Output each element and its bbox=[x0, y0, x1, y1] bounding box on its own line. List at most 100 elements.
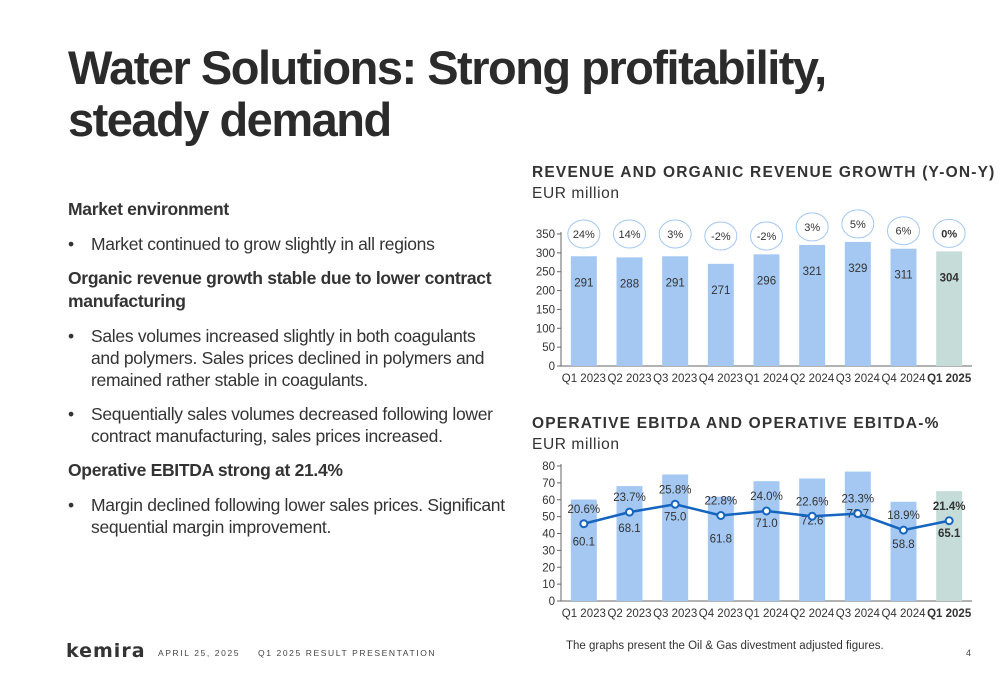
bullet-item: • Margin declined following lower sales p… bbox=[68, 495, 505, 537]
x-tick-label: Q2 2024 bbox=[790, 373, 835, 385]
ebitda-margin-label: 22.8% bbox=[705, 496, 738, 508]
ebitda-bar bbox=[570, 499, 597, 601]
growth-circle bbox=[841, 209, 875, 239]
ebitda-margin-point bbox=[716, 511, 726, 520]
bullet-list-ebitda: • Margin declined following lower sales p… bbox=[68, 494, 508, 538]
y-tick-label: 50 bbox=[542, 512, 555, 524]
y-tick-label: 30 bbox=[542, 545, 555, 557]
revenue-value-label: 291 bbox=[666, 277, 685, 289]
footer-date: APRIL 25, 2025 bbox=[158, 648, 241, 658]
section-heading-market: Market environment bbox=[68, 199, 229, 219]
x-tick-label: Q3 2024 bbox=[836, 373, 881, 385]
y-tick-label: 50 bbox=[542, 342, 555, 354]
growth-label: -2% bbox=[757, 231, 777, 243]
bullet-dot-icon: • bbox=[68, 234, 74, 254]
section-heading-ebitda: Operative EBITDA strong at 21.4% bbox=[68, 460, 343, 480]
x-tick-label: Q1 2025 bbox=[927, 608, 972, 620]
page-number: 4 bbox=[966, 648, 972, 658]
ebitda-value-label: 68.1 bbox=[618, 523, 640, 535]
y-tick-label: 60 bbox=[542, 495, 555, 507]
kemira-logo: kemira bbox=[66, 640, 146, 662]
x-tick-label: Q1 2023 bbox=[562, 608, 606, 620]
x-tick-label: Q3 2023 bbox=[653, 608, 697, 620]
growth-label: 24% bbox=[573, 229, 595, 241]
y-tick-label: 40 bbox=[542, 529, 555, 541]
ebitda-margin-label: 21.4% bbox=[933, 501, 966, 513]
revenue-value-label: 291 bbox=[574, 277, 593, 289]
revenue-value-label: 271 bbox=[711, 285, 730, 297]
bullet-dot-icon: • bbox=[68, 495, 74, 515]
x-tick-label: Q1 2023 bbox=[562, 373, 606, 385]
revenue-bar bbox=[799, 244, 826, 366]
ebitda-margin-label: 22.6% bbox=[796, 496, 829, 508]
revenue-value-label: 304 bbox=[940, 272, 960, 284]
y-tick-label: 20 bbox=[542, 562, 555, 574]
y-tick-label: 0 bbox=[549, 596, 555, 608]
growth-circle bbox=[750, 221, 783, 251]
revenue-value-label: 329 bbox=[848, 263, 867, 275]
x-tick-label: Q2 2024 bbox=[790, 608, 835, 620]
commentary-column: Market environment • Market continued to … bbox=[68, 198, 508, 550]
growth-circle bbox=[704, 221, 738, 251]
ebitda-margin-label: 25.8% bbox=[659, 484, 692, 496]
chart-footnote: The graphs present the Oil & Gas divestm… bbox=[566, 640, 884, 652]
ebitda-margin-point bbox=[853, 509, 863, 519]
y-tick-label: 80 bbox=[542, 461, 555, 473]
revenue-value-label: 288 bbox=[620, 278, 639, 290]
ebitda-margin-point bbox=[807, 511, 817, 521]
ebitda-margin-point bbox=[579, 519, 589, 529]
footer-presentation-name: Q1 2025 RESULT PRESENTATION bbox=[258, 648, 437, 658]
growth-circle bbox=[795, 212, 829, 242]
revenue-chart-heading: REVENUE AND ORGANIC REVENUE GROWTH (Y-ON… bbox=[532, 164, 996, 181]
revenue-bar bbox=[936, 251, 963, 366]
ebitda-value-label: 65.1 bbox=[938, 528, 961, 540]
ebitda-value-label: 75.0 bbox=[664, 511, 686, 523]
x-tick-label: Q2 2023 bbox=[607, 373, 651, 385]
growth-circle bbox=[658, 219, 692, 249]
revenue-chart-unit: EUR million bbox=[532, 185, 620, 202]
ebitda-bar bbox=[890, 501, 917, 601]
revenue-bar bbox=[753, 254, 780, 366]
revenue-bar bbox=[616, 257, 643, 366]
ebitda-value-label: 60.1 bbox=[573, 537, 595, 549]
y-tick-label: 0 bbox=[549, 361, 555, 373]
revenue-bar bbox=[844, 241, 871, 366]
ebitda-margin-point bbox=[670, 499, 680, 509]
ebitda-bar bbox=[662, 474, 689, 601]
ebitda-margin-label: 23.7% bbox=[613, 492, 646, 504]
growth-circle bbox=[932, 218, 966, 248]
ebitda-margin-label: 23.3% bbox=[842, 494, 875, 506]
bullet-item: • Sales volumes increased slightly in bot… bbox=[68, 326, 485, 390]
revenue-bar bbox=[662, 256, 689, 366]
x-tick-label: Q1 2025 bbox=[927, 373, 972, 385]
y-tick-label: 70 bbox=[542, 478, 555, 490]
ebitda-bar bbox=[616, 486, 643, 601]
ebitda-chart-unit: EUR million bbox=[532, 436, 620, 453]
revenue-value-label: 311 bbox=[894, 270, 912, 282]
bullet-dot-icon: • bbox=[68, 404, 74, 424]
growth-circle bbox=[613, 219, 646, 249]
x-tick-label: Q4 2024 bbox=[881, 608, 926, 620]
ebitda-value-label: 61.8 bbox=[710, 534, 732, 546]
ebitda-value-label: 72.6 bbox=[801, 515, 823, 527]
ebitda-margin-point bbox=[944, 516, 954, 526]
growth-circle bbox=[887, 216, 920, 246]
ebitda-bar bbox=[844, 471, 871, 601]
x-tick-label: Q3 2024 bbox=[836, 608, 881, 620]
ebitda-margin-label: 20.6% bbox=[568, 504, 601, 516]
bullet-dot-icon: • bbox=[68, 326, 74, 346]
growth-label: 5% bbox=[850, 219, 866, 231]
x-tick-label: Q3 2023 bbox=[653, 373, 697, 385]
y-tick-label: 10 bbox=[542, 579, 555, 591]
x-tick-label: Q1 2024 bbox=[744, 373, 789, 385]
growth-label: -2% bbox=[711, 231, 731, 243]
x-tick-label: Q1 2024 bbox=[744, 608, 789, 620]
y-tick-label: 300 bbox=[536, 248, 555, 260]
x-tick-label: Q2 2023 bbox=[607, 608, 651, 620]
y-tick-label: 350 bbox=[536, 229, 555, 241]
ebitda-bar bbox=[799, 478, 826, 601]
bullet-list-revenue-growth: • Sales volumes increased slightly in bot… bbox=[68, 325, 508, 447]
ebitda-margin-label: 24.0% bbox=[750, 491, 783, 503]
y-tick-label: 200 bbox=[536, 286, 555, 298]
